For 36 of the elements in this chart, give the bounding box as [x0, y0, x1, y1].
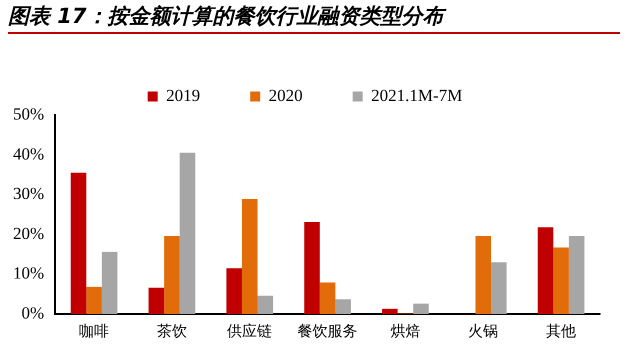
x-tick-label: 火锅 — [468, 322, 498, 340]
legend-label: 2019 — [166, 86, 200, 105]
y-tick-label: 20% — [12, 224, 44, 243]
chart-title: 图表 17：按金额计算的餐饮行业融资类型分布 — [8, 2, 620, 34]
y-tick-label: 0% — [21, 303, 44, 322]
x-tick-label: 咖啡 — [79, 322, 110, 340]
bar — [568, 236, 584, 314]
bar — [70, 172, 86, 314]
bar — [475, 236, 492, 314]
legend-label: 2020 — [268, 86, 303, 105]
bar — [226, 268, 242, 314]
x-tick-label: 供应链 — [227, 322, 272, 340]
bar — [413, 304, 429, 314]
legend-label: 2021.1M-7M — [371, 86, 462, 105]
bar — [258, 296, 274, 314]
bar — [491, 262, 507, 314]
bar — [180, 152, 196, 314]
bar — [335, 299, 351, 314]
y-tick-label: 50% — [12, 104, 44, 124]
y-tick-label: 40% — [12, 144, 44, 164]
bar — [538, 227, 554, 314]
bar — [320, 282, 336, 314]
x-tick-label: 烘焙 — [390, 322, 420, 340]
bar — [86, 286, 102, 314]
bar — [304, 222, 320, 314]
bar — [553, 248, 569, 314]
x-tick-label: 其他 — [546, 322, 576, 340]
bar — [102, 252, 118, 314]
bar — [164, 236, 180, 314]
bar — [382, 308, 398, 314]
bar — [148, 288, 164, 314]
x-tick-label: 茶饮 — [156, 322, 187, 340]
x-tick-label: 餐饮服务 — [298, 322, 358, 340]
y-tick-label: 10% — [12, 264, 44, 283]
bar — [242, 198, 258, 314]
y-tick-label: 30% — [12, 184, 44, 204]
